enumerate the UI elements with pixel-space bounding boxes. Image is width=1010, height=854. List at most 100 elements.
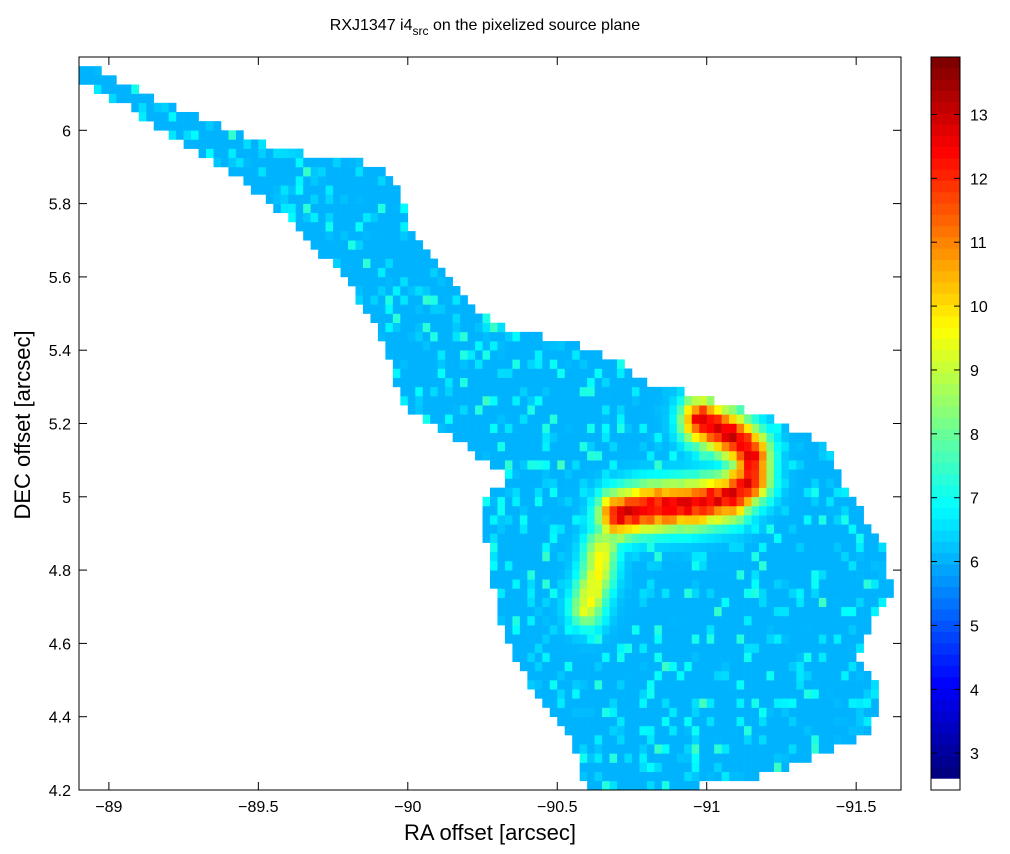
heatmap-cell — [512, 450, 521, 461]
heatmap-cell — [773, 680, 782, 690]
heatmap-cell — [811, 441, 820, 452]
heatmap-cell — [265, 185, 274, 195]
heatmap-cell — [646, 524, 655, 534]
heatmap-cell — [878, 597, 887, 608]
heatmap-cell — [826, 735, 835, 745]
heatmap-cell — [504, 496, 513, 507]
heatmap-cell — [631, 753, 640, 763]
heatmap-cell — [669, 450, 678, 461]
heatmap-cell — [557, 515, 566, 525]
heatmap-cell — [497, 386, 506, 397]
heatmap-cell — [661, 542, 670, 553]
heatmap-cell — [736, 551, 745, 562]
heatmap-cell — [744, 423, 752, 433]
heatmap-cell — [788, 707, 797, 717]
heatmap-cell — [729, 405, 737, 415]
heatmap-cell — [856, 725, 864, 736]
heatmap-cell — [138, 111, 147, 122]
heatmap-cell — [669, 579, 678, 589]
heatmap-cell — [721, 414, 730, 424]
heatmap-cell — [609, 670, 618, 681]
heatmap-cell — [348, 240, 356, 250]
heatmap-cell — [773, 515, 782, 525]
heatmap-cell — [788, 661, 797, 672]
heatmap-cell — [751, 771, 760, 782]
colorbar-level — [931, 384, 960, 396]
heatmap-cell — [631, 478, 640, 488]
heatmap-cell — [766, 505, 775, 516]
heatmap-cell — [519, 460, 528, 470]
heatmap-cell — [729, 744, 737, 754]
heatmap-cell — [624, 725, 633, 736]
heatmap-cell — [527, 551, 536, 562]
heatmap-cell — [848, 707, 857, 717]
heatmap-cell — [512, 652, 521, 663]
heatmap-cell — [699, 505, 708, 516]
heatmap-cell — [482, 496, 491, 507]
heatmap-cell — [385, 331, 394, 342]
heatmap-cell — [773, 606, 782, 617]
heatmap-cell — [318, 166, 326, 177]
heatmap-cell — [691, 478, 700, 488]
heatmap-cell — [609, 606, 618, 617]
heatmap-cell — [467, 350, 476, 360]
heatmap-cell — [691, 725, 700, 736]
heatmap-cell — [788, 496, 797, 507]
heatmap-cell — [348, 157, 356, 168]
colorbar-level — [931, 158, 960, 171]
heatmap-cell — [542, 579, 551, 589]
heatmap-cell — [385, 212, 394, 223]
heatmap-cell — [310, 212, 319, 223]
heatmap-cell — [639, 579, 648, 589]
heatmap-cell — [863, 615, 872, 626]
heatmap-cell — [549, 515, 558, 525]
heatmap-cell — [430, 377, 438, 388]
heatmap-cell — [497, 560, 506, 571]
heatmap-cell — [669, 680, 678, 690]
heatmap-cell — [811, 460, 820, 470]
heatmap-cell — [773, 744, 782, 754]
heatmap-cell — [564, 515, 573, 525]
heatmap-cell — [759, 441, 767, 452]
heatmap-cell — [796, 570, 805, 580]
heatmap-cell — [669, 597, 678, 608]
heatmap-cell — [602, 652, 610, 663]
heatmap-cell — [654, 505, 663, 516]
heatmap-cell — [430, 396, 438, 406]
heatmap-cell — [654, 597, 663, 608]
heatmap-cell — [624, 405, 633, 415]
heatmap-cell — [773, 707, 782, 717]
heatmap-cell — [609, 744, 618, 754]
heatmap-cell — [639, 524, 648, 534]
heatmap-cell — [497, 405, 506, 415]
heatmap-cell — [826, 579, 835, 589]
heatmap-cell — [691, 460, 700, 470]
heatmap-cell — [744, 515, 752, 525]
heatmap-cell — [721, 725, 730, 736]
heatmap-cell — [624, 515, 633, 525]
heatmap-cell — [759, 744, 767, 754]
heatmap-cell — [624, 735, 633, 745]
heatmap-cell — [392, 185, 401, 195]
heatmap-cell — [579, 643, 588, 653]
heatmap-cell — [796, 753, 805, 763]
heatmap-cell — [93, 75, 102, 85]
heatmap-cell — [639, 414, 648, 424]
heatmap-cell — [504, 560, 513, 571]
heatmap-cell — [490, 542, 498, 553]
heatmap-cell — [759, 680, 767, 690]
heatmap-cell — [766, 542, 775, 553]
heatmap-cell — [841, 689, 849, 699]
heatmap-cell — [549, 570, 558, 580]
heatmap-cell — [460, 331, 468, 342]
heatmap-cell — [490, 414, 498, 424]
heatmap-cell — [714, 460, 722, 470]
heatmap-cell — [377, 331, 386, 342]
colorbar-tick-label: 13 — [970, 107, 988, 124]
heatmap-cell — [714, 496, 722, 507]
heatmap-cell — [617, 368, 625, 378]
colorbar-level — [931, 192, 960, 204]
heatmap-cell — [714, 670, 722, 681]
heatmap-cell — [856, 588, 864, 598]
heatmap-cell — [504, 341, 513, 351]
